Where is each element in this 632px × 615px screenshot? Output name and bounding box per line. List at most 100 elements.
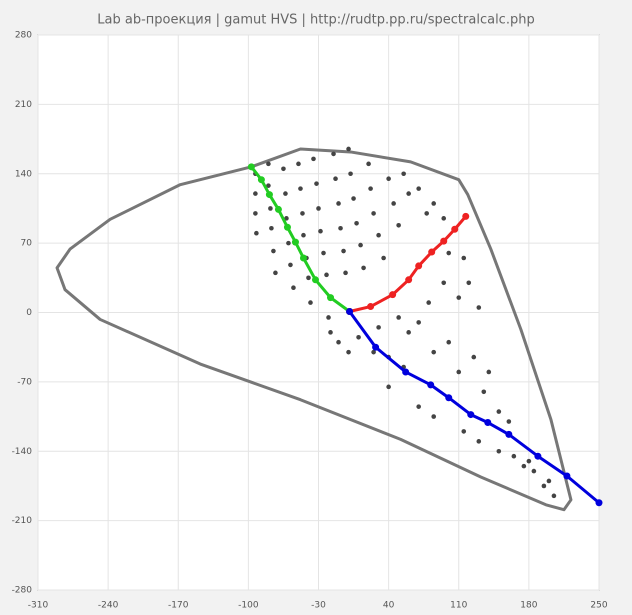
- point: [291, 285, 296, 291]
- point: [462, 212, 470, 220]
- x-tick-label: -310: [28, 601, 49, 611]
- point: [461, 429, 467, 434]
- point: [271, 248, 276, 254]
- point: [328, 330, 333, 335]
- point: [431, 201, 437, 206]
- point: [253, 191, 258, 196]
- point: [402, 368, 410, 376]
- point: [367, 303, 375, 311]
- point: [563, 472, 571, 480]
- point: [376, 325, 381, 330]
- point: [286, 240, 291, 246]
- point: [311, 156, 316, 162]
- x-tick-label: 40: [383, 601, 395, 611]
- point: [446, 339, 452, 345]
- point: [496, 409, 502, 414]
- x-tick-label: 250: [590, 601, 607, 611]
- point: [476, 305, 482, 310]
- series-line: [55, 147, 573, 512]
- point: [461, 255, 467, 261]
- point: [416, 320, 421, 325]
- point: [346, 146, 351, 152]
- point: [505, 430, 513, 438]
- point: [308, 300, 313, 305]
- point: [326, 315, 331, 320]
- point: [299, 254, 307, 262]
- point: [441, 280, 447, 286]
- point: [336, 201, 341, 206]
- point: [534, 452, 542, 460]
- point: [428, 248, 436, 256]
- y-tick-label: 70: [21, 239, 33, 249]
- y-tick-label: 210: [15, 100, 32, 110]
- point: [247, 163, 255, 171]
- point: [521, 463, 527, 469]
- y-tick-label: -140: [12, 447, 33, 457]
- point: [291, 238, 299, 246]
- point: [381, 255, 386, 261]
- series-line: [250, 165, 351, 313]
- point: [372, 343, 380, 351]
- point: [456, 369, 462, 375]
- point: [331, 151, 336, 157]
- point: [445, 394, 453, 402]
- point: [273, 270, 278, 276]
- point: [296, 161, 301, 167]
- point: [341, 248, 346, 254]
- point: [358, 242, 363, 248]
- x-tick-label: -100: [238, 601, 259, 611]
- point: [283, 191, 288, 196]
- point: [431, 414, 437, 419]
- y-tick-label: 280: [15, 31, 32, 41]
- point: [366, 161, 371, 167]
- point: [281, 166, 286, 172]
- point: [266, 161, 271, 167]
- point: [546, 478, 552, 484]
- point: [496, 448, 502, 454]
- point: [265, 191, 273, 199]
- point: [405, 276, 413, 284]
- point: [467, 411, 475, 419]
- point: [371, 211, 376, 216]
- point: [336, 339, 341, 345]
- point: [484, 419, 492, 427]
- point: [269, 225, 274, 231]
- point: [346, 308, 354, 316]
- point: [440, 237, 448, 245]
- point: [466, 280, 472, 286]
- x-tick-label: 110: [450, 601, 467, 611]
- y-tick-label: -210: [12, 516, 33, 526]
- point: [415, 262, 423, 270]
- point: [318, 228, 323, 234]
- point: [343, 270, 348, 276]
- point: [354, 221, 359, 226]
- point: [338, 225, 343, 231]
- point: [481, 389, 487, 395]
- x-tick-label: -30: [311, 601, 326, 611]
- point: [486, 369, 492, 375]
- point: [356, 334, 361, 340]
- point: [451, 225, 459, 233]
- point: [368, 186, 373, 191]
- point: [511, 453, 517, 459]
- point: [346, 349, 351, 355]
- point: [471, 354, 477, 360]
- point: [371, 349, 376, 355]
- point: [595, 499, 603, 507]
- point: [301, 232, 306, 238]
- y-tick-label: 0: [26, 308, 32, 318]
- point: [391, 201, 396, 206]
- point: [396, 315, 401, 320]
- point: [441, 216, 447, 221]
- point: [288, 262, 293, 268]
- point: [333, 176, 338, 182]
- point: [274, 205, 282, 213]
- point: [431, 349, 437, 355]
- point: [253, 211, 258, 216]
- point: [416, 186, 421, 191]
- point: [300, 211, 305, 216]
- point: [324, 272, 329, 278]
- point: [327, 294, 335, 302]
- x-tick-label: -240: [98, 601, 119, 611]
- point: [396, 222, 401, 228]
